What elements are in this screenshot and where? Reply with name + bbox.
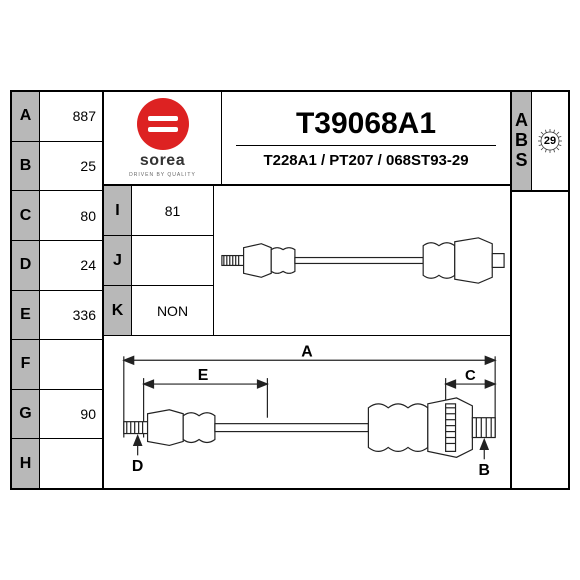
- center-area: sorea DRIVEN BY QUALITY T39068A1 T228A1 …: [104, 92, 512, 488]
- dim-label-a: A: [301, 344, 313, 361]
- right-abs-column: ABS: [512, 92, 568, 488]
- spec-row: KNON: [104, 286, 213, 335]
- title-box: T39068A1 T228A1 / PT207 / 068ST93-29: [222, 92, 510, 184]
- spec-row: J: [104, 236, 213, 286]
- spec-row: B25: [12, 142, 102, 192]
- spec-key: I: [104, 186, 132, 235]
- spec-key: B: [12, 142, 40, 191]
- spec-val: 80: [40, 191, 102, 240]
- brand-tagline: DRIVEN BY QUALITY: [129, 172, 196, 178]
- driveshaft-top-svg: [214, 186, 510, 335]
- part-number-sub: T228A1 / PT207 / 068ST93-29: [263, 146, 468, 169]
- right-fill: [512, 192, 568, 488]
- spec-key: E: [12, 291, 40, 340]
- part-number-title: T39068A1: [236, 107, 495, 146]
- spec-row: G90: [12, 390, 102, 440]
- spec-val: 25: [40, 142, 102, 191]
- spec-val: 90: [40, 390, 102, 439]
- spec-row: D24: [12, 241, 102, 291]
- abs-header: ABS: [512, 92, 568, 192]
- abs-teeth-count: 29: [544, 135, 556, 147]
- top-diagram: [214, 186, 510, 335]
- dim-label-c: C: [465, 369, 476, 385]
- spec-key: J: [104, 236, 132, 285]
- spec-row: E336: [12, 291, 102, 341]
- left-spec-column: A887 B25 C80 D24 E336 F G90 H: [12, 92, 104, 488]
- logo-box: sorea DRIVEN BY QUALITY: [104, 92, 222, 184]
- dim-label-d: D: [132, 459, 143, 476]
- spec-row: H: [12, 439, 102, 488]
- spec-val: 81: [132, 186, 213, 235]
- spec-val: [40, 340, 102, 389]
- spec-row: A887: [12, 92, 102, 142]
- spec-val: 24: [40, 241, 102, 290]
- spec-val: 887: [40, 92, 102, 141]
- bottom-diagram: A E C: [104, 336, 510, 488]
- spec-key: D: [12, 241, 40, 290]
- header: sorea DRIVEN BY QUALITY T39068A1 T228A1 …: [104, 92, 510, 186]
- spec-key: A: [12, 92, 40, 141]
- driveshaft-dim-svg: A E C: [104, 336, 510, 488]
- spec-key: K: [104, 286, 132, 335]
- spec-row: F: [12, 340, 102, 390]
- spec-val: [132, 236, 213, 285]
- spec-row: C80: [12, 191, 102, 241]
- abs-label: ABS: [512, 92, 532, 190]
- brand-logo-icon: [137, 98, 189, 150]
- spec-val: [40, 439, 102, 488]
- spec-val: 336: [40, 291, 102, 340]
- spec-val: NON: [132, 286, 213, 335]
- ijk-column: I81 J KNON: [104, 186, 214, 335]
- spec-key: H: [12, 439, 40, 488]
- spec-key: C: [12, 191, 40, 240]
- dim-label-e: E: [198, 368, 209, 385]
- dim-label-b: B: [479, 463, 490, 480]
- abs-gear-box: 29: [532, 92, 568, 190]
- spec-key: F: [12, 340, 40, 389]
- spec-sheet: A887 B25 C80 D24 E336 F G90 H sorea DRIV…: [10, 90, 570, 490]
- spec-row: I81: [104, 186, 213, 236]
- mid-row: I81 J KNON: [104, 186, 510, 336]
- gear-icon: 29: [535, 126, 565, 156]
- spec-key: G: [12, 390, 40, 439]
- brand-name: sorea: [140, 152, 185, 170]
